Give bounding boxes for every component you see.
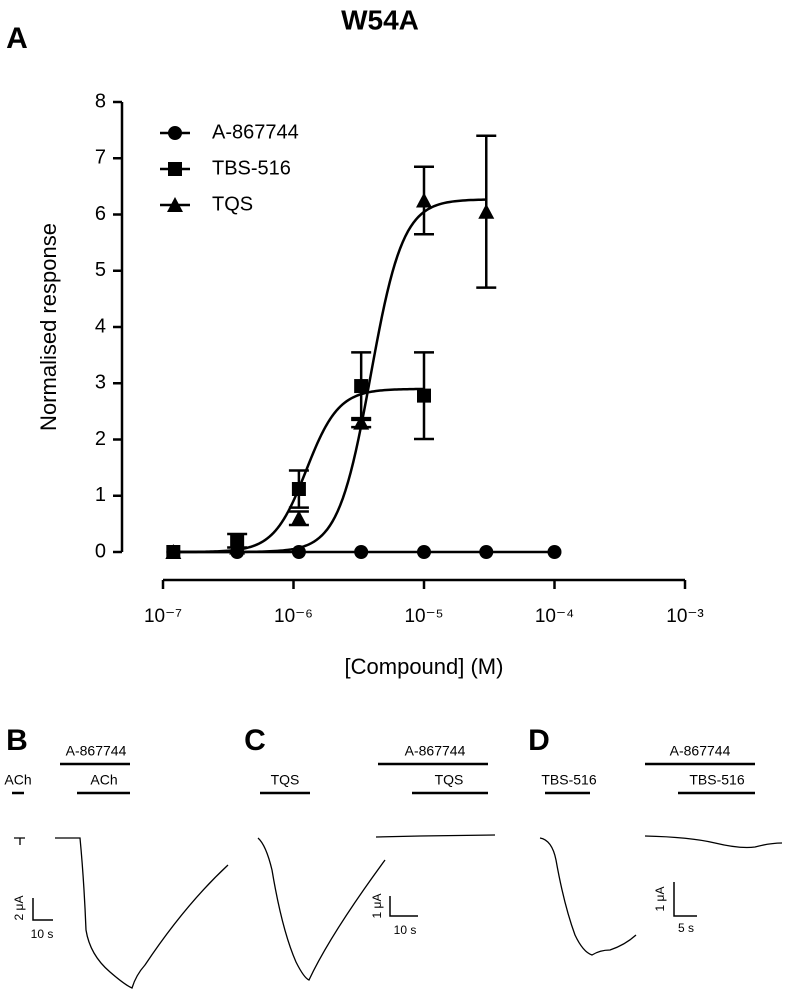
marker [290,510,307,526]
y-tick-label: 1 [95,484,106,506]
y-tick-label: 6 [95,203,106,225]
bar-label: A-867744 [405,743,466,759]
y-tick-label: 2 [95,428,106,450]
x-tick-label: 10⁻⁷ [144,606,182,627]
scale-bar [673,882,697,917]
bar-label: A-867744 [670,743,731,759]
marker [167,197,183,212]
current-trace [257,837,386,981]
x-tick-label: 10⁻⁵ [404,606,443,627]
y-tick-label: 7 [95,147,106,169]
y-tick-label: 4 [95,315,106,337]
bar-label: A-867744 [66,743,127,759]
legend-label: TBS-516 [212,157,291,179]
y-tick-label: 3 [95,372,106,394]
marker [479,545,494,559]
panel-label: B [6,724,28,757]
x-tick-label: 10⁻³ [666,606,704,627]
scale-label: 2 μA [12,896,26,921]
y-tick-label: 0 [95,540,106,562]
bar-label: ACh [4,772,31,788]
marker [291,482,306,496]
marker [417,388,431,403]
y-tick-label: 5 [95,259,106,281]
scale-label: 10 s [31,927,54,941]
panel-label: C [244,724,266,757]
y-tick-label: 8 [95,90,106,112]
legend-label: TQS [212,193,253,215]
bar-label: TBS-516 [541,772,596,788]
marker [354,379,369,394]
marker [417,545,431,559]
current-trace [644,835,783,849]
current-trace [539,837,637,956]
fit-curve [173,198,487,554]
marker [229,539,246,555]
scale-label: 10 s [394,923,417,937]
marker [165,544,182,559]
scale-label: 5 s [678,921,694,935]
marker [168,126,182,140]
marker [547,545,562,559]
marker [416,192,432,208]
bar-label: TQS [271,772,300,788]
bar-label: ACh [90,772,117,788]
scale-bar [32,898,53,921]
current-trace [375,834,496,838]
scale-label: 1 μA [370,894,384,919]
marker [353,414,370,430]
marker [478,203,495,219]
current-trace [55,837,229,989]
scale-bar [389,896,418,917]
x-axis-label: [Compound] (M) [345,654,504,679]
x-tick-label: 10⁻⁶ [274,606,313,627]
scale-label: 1 μA [653,887,667,912]
plot-area: 0 1 2 3 4 5 6 7 8 10⁻⁷ 10⁻⁶ 10⁻⁵ 10⁻⁴ 10⁻³ A-867744 TBS… [95,90,704,627]
current-trace [14,837,25,845]
figure-title: W54A [341,4,419,35]
panel-label: A [6,22,28,55]
panel-d: D TBS-516 A-867744 TBS-516 1 μA 5 s [528,724,783,956]
legend-label: A-867744 [212,121,299,143]
y-axis-label: Normalised response [36,223,61,431]
x-tick-label: 10⁻⁴ [535,606,574,627]
panel-label: D [528,724,550,757]
bar-label: TBS-516 [689,772,744,788]
marker [354,545,369,559]
marker [168,162,182,176]
panel-b: B A-867744 ACh ACh 2 μA 10 s [4,724,229,989]
panel-c: C TQS A-867744 TQS 1 μA 10 s [244,724,496,981]
bar-label: TQS [435,772,464,788]
